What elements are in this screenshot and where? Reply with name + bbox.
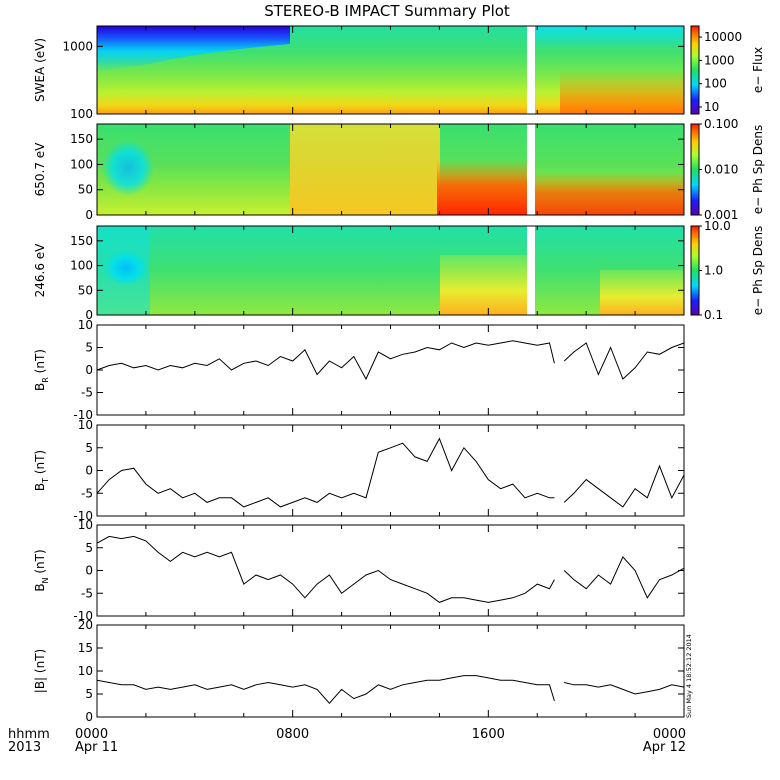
bt-trace xyxy=(96,437,685,508)
pad-650-panel xyxy=(97,124,684,215)
bn-ytick-label: -5 xyxy=(81,586,93,600)
bn-trace xyxy=(96,535,685,603)
pad246-ylabel: 246.6 eV xyxy=(33,243,47,298)
pad246-colorbar-tick-label: 0.1 xyxy=(704,308,723,322)
pad650-colorbar-tick-label: 0.010 xyxy=(704,163,738,177)
time-axis-label-hhmm: hhmm xyxy=(8,727,50,742)
pad-246-yellow-region xyxy=(440,255,528,315)
pad650-ytick-label: 50 xyxy=(78,183,93,197)
bn-ytick-label: -10 xyxy=(73,609,93,623)
swea-colorbar xyxy=(690,25,700,115)
pad246-colorbar xyxy=(690,225,700,316)
bt-ytick-label: 10 xyxy=(78,418,93,432)
bn-ytick-label: 10 xyxy=(78,518,93,532)
bmag-ytick-label: 10 xyxy=(78,664,93,678)
bt-ytick-label: -10 xyxy=(73,509,93,523)
pad-246-blue-spot xyxy=(104,250,148,286)
time-tick-label: 1600 xyxy=(472,727,505,742)
pad-650-yellow-band xyxy=(290,124,440,215)
pad650-ytick-label: 150 xyxy=(70,132,93,146)
swea-low-flux-region xyxy=(97,26,290,72)
br-ylabel: BR (nT) xyxy=(33,349,50,391)
pad650-colorbar xyxy=(690,123,700,216)
br-ytick-label: -10 xyxy=(73,408,93,422)
time-tick-date-label: Apr 12 xyxy=(643,740,686,755)
br-ytick-label: 5 xyxy=(85,341,93,355)
pad246-ytick-label: 0 xyxy=(85,308,93,322)
colorbar-layer: 10000 1000 100 10 e− Flux 0.100 0.010 0.001 e− P… xyxy=(690,25,765,322)
bmag-ytick-label: 15 xyxy=(78,641,93,655)
bmag-ytick-label: 20 xyxy=(78,618,93,632)
pad-246-yellow-region-2 xyxy=(600,270,684,315)
pad-246-image xyxy=(97,226,684,315)
pad246-ytick-label: 150 xyxy=(70,234,93,248)
time-tick-date-label: Apr 11 xyxy=(75,740,118,755)
pad-246-data-gap xyxy=(527,226,535,315)
pad246-colorbar-tick-label: 10.0 xyxy=(704,219,731,233)
pad650-ylabel: 650.7 eV xyxy=(33,142,47,197)
time-tick-label: 0000 xyxy=(653,727,686,742)
pad246-ytick-label: 50 xyxy=(78,283,93,297)
time-axis-label-year: 2013 xyxy=(8,740,41,755)
swea-colorbar-label: e− Flux xyxy=(751,47,765,93)
bn-ytick-label: 5 xyxy=(85,541,93,555)
bn-ylabel: BN (nT) xyxy=(33,549,50,591)
generation-timestamp: Sun May 4 18:52:12 2014 xyxy=(685,634,693,718)
pad246-colorbar-label: e− Ph Sp Dens xyxy=(751,226,765,315)
bt-ytick-label: 0 xyxy=(85,464,93,478)
swea-colorbar-tick-label: 10000 xyxy=(704,30,742,44)
pad-650-cyan-region xyxy=(102,140,154,196)
br-ytick-label: 0 xyxy=(85,363,93,377)
bmag-ylabel: |B| (nT) xyxy=(33,649,47,693)
swea-colorbar-tick-label: 100 xyxy=(704,77,727,91)
bmag-frame xyxy=(96,624,685,718)
br-ytick-label: -5 xyxy=(81,386,93,400)
pad650-ytick-label: 0 xyxy=(85,208,93,222)
pad650-colorbar-tick-label: 0.001 xyxy=(704,208,738,222)
time-tick-label: 0800 xyxy=(276,727,309,742)
pad-650-hot-region xyxy=(437,160,528,215)
br-ytick-label: 10 xyxy=(78,318,93,332)
bmag-ytick-label: 0 xyxy=(85,710,93,724)
bmag-ytick-label: 5 xyxy=(85,687,93,701)
bn-frame xyxy=(96,524,685,617)
time-tick-label: 0000 xyxy=(75,727,108,742)
pad246-ytick-label: 100 xyxy=(70,259,93,273)
swea-high-flux-region xyxy=(560,70,684,114)
swea-spectrogram-panel xyxy=(97,26,684,114)
pad-246-panel xyxy=(97,226,684,315)
bt-ytick-label: 5 xyxy=(85,441,93,455)
bn-ytick-label: 0 xyxy=(85,564,93,578)
bt-ytick-label: -5 xyxy=(81,486,93,500)
pad-650-data-gap xyxy=(527,124,535,215)
plot-title: STEREO-B IMPACT Summary Plot xyxy=(264,2,510,20)
pad650-ytick-label: 100 xyxy=(70,157,93,171)
swea-data-gap xyxy=(527,26,535,114)
pad650-colorbar-label: e− Ph Sp Dens xyxy=(751,125,765,214)
pad246-colorbar-tick-label: 1.0 xyxy=(704,264,723,278)
swea-ytick-label: 1000 xyxy=(62,39,93,53)
swea-ylabel: SWEA (eV) xyxy=(33,38,47,102)
pad-650-hot-region-2 xyxy=(535,172,684,215)
bt-frame xyxy=(96,424,685,517)
swea-right-top-band xyxy=(530,26,684,48)
br-trace xyxy=(96,340,685,381)
bmag-trace xyxy=(96,675,685,704)
swea-colorbar-tick-label: 10 xyxy=(704,100,719,114)
swea-ytick-label: 100 xyxy=(70,107,93,121)
pad650-colorbar-tick-label: 0.100 xyxy=(704,117,738,131)
br-frame xyxy=(96,324,685,416)
bt-ylabel: BT (nT) xyxy=(33,450,50,491)
swea-colorbar-tick-label: 1000 xyxy=(704,53,735,67)
